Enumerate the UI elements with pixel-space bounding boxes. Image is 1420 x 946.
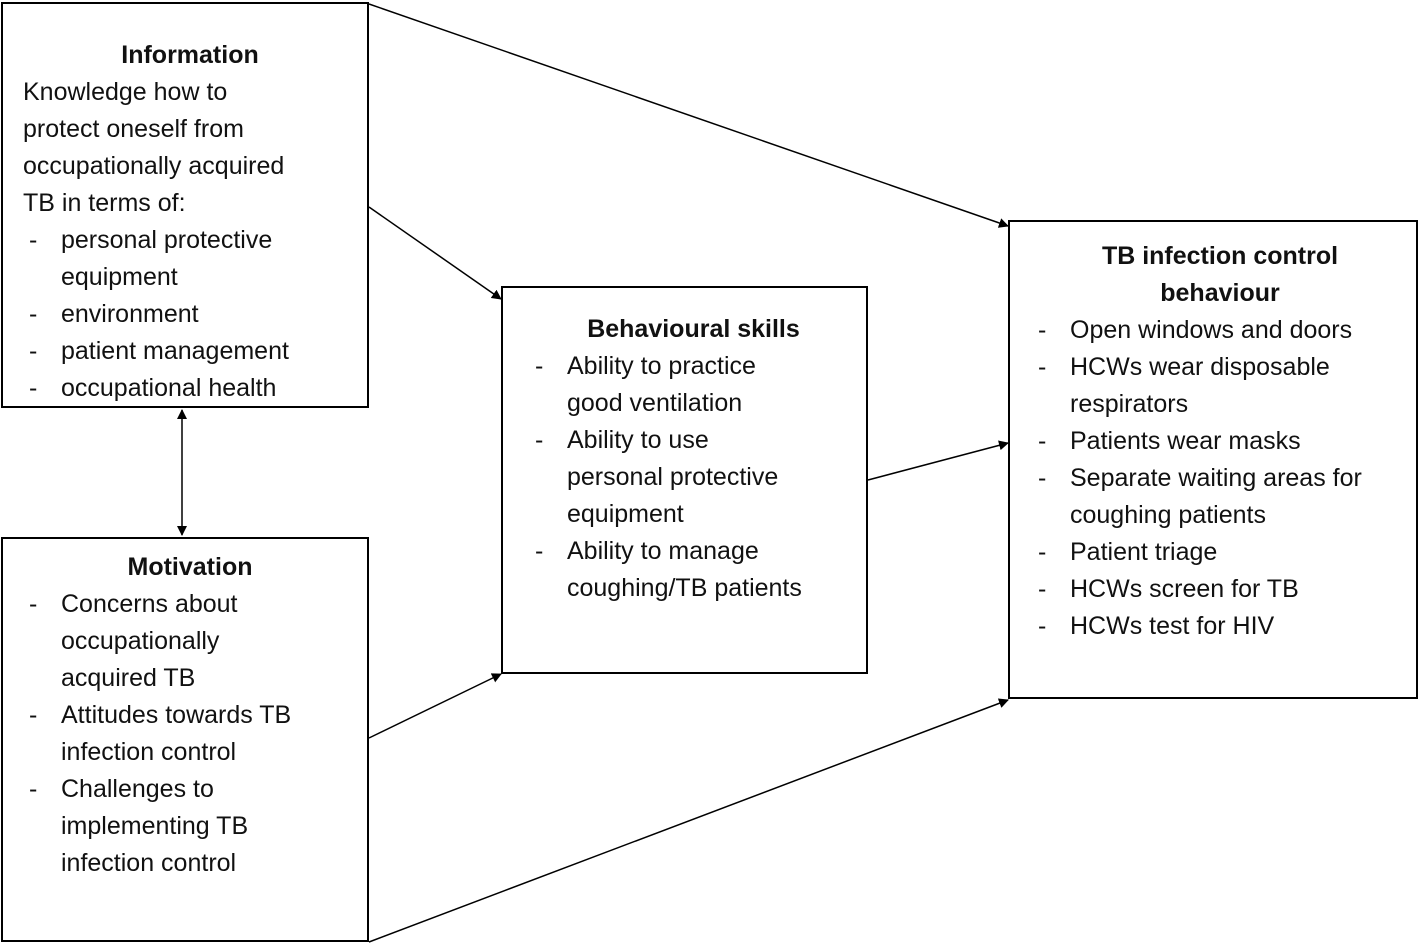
list-item: Challenges to implementing TB infection …	[23, 771, 357, 882]
list-item: Ability to manage coughing/TB patients	[529, 533, 858, 607]
list-item: occupational health	[23, 370, 357, 407]
arrow-information-to-behavioural-skills	[368, 206, 502, 300]
arrow-information-to-tb-behaviour	[368, 3, 1009, 228]
list-item: Attitudes towards TB infection control	[23, 697, 357, 771]
behavioural-skills-title: Behavioural skills	[587, 315, 800, 343]
list-item: HCWs wear disposable respirators	[1032, 349, 1408, 423]
information-intro: Knowledge how to protect oneself from oc…	[23, 78, 285, 217]
list-item: environment	[23, 296, 357, 333]
information-title: Information	[121, 41, 259, 69]
tb-infection-control-behaviour-box: TB infection control behaviour Open wind…	[1008, 220, 1418, 699]
list-item: personal protective equipment	[23, 222, 357, 296]
motivation-title: Motivation	[127, 553, 253, 581]
list-item: HCWs test for HIV	[1032, 608, 1408, 645]
list-item: patient management	[23, 333, 357, 370]
list-item: Concerns about occupationally acquired T…	[23, 586, 357, 697]
behavioural-skills-list: Ability to practice good ventilation Abi…	[529, 348, 858, 607]
motivation-list: Concerns about occupationally acquired T…	[23, 586, 357, 882]
list-item: Separate waiting areas for coughing pati…	[1032, 460, 1408, 534]
arrow-skills-to-tb-behaviour	[867, 440, 1009, 481]
behavioural-skills-box: Behavioural skills Ability to practice g…	[501, 286, 868, 674]
list-item: Patient triage	[1032, 534, 1408, 571]
list-item: Patients wear masks	[1032, 423, 1408, 460]
list-item: HCWs screen for TB	[1032, 571, 1408, 608]
arrow-motivation-to-behavioural-skills	[368, 673, 502, 739]
list-item: Ability to practice good ventilation	[529, 348, 858, 422]
motivation-box: Motivation Concerns about occupationally…	[1, 537, 369, 942]
list-item: Open windows and doors	[1032, 312, 1408, 349]
arrow-motivation-to-tb-behaviour	[368, 698, 1009, 943]
information-list: personal protective equipment environmen…	[23, 222, 357, 407]
tb-behaviour-title: TB infection control behaviour	[1101, 242, 1339, 307]
information-box: Information Knowledge how to protect one…	[1, 2, 369, 408]
tb-behaviour-list: Open windows and doors HCWs wear disposa…	[1032, 312, 1408, 645]
list-item: Ability to use personal protective equip…	[529, 422, 858, 533]
